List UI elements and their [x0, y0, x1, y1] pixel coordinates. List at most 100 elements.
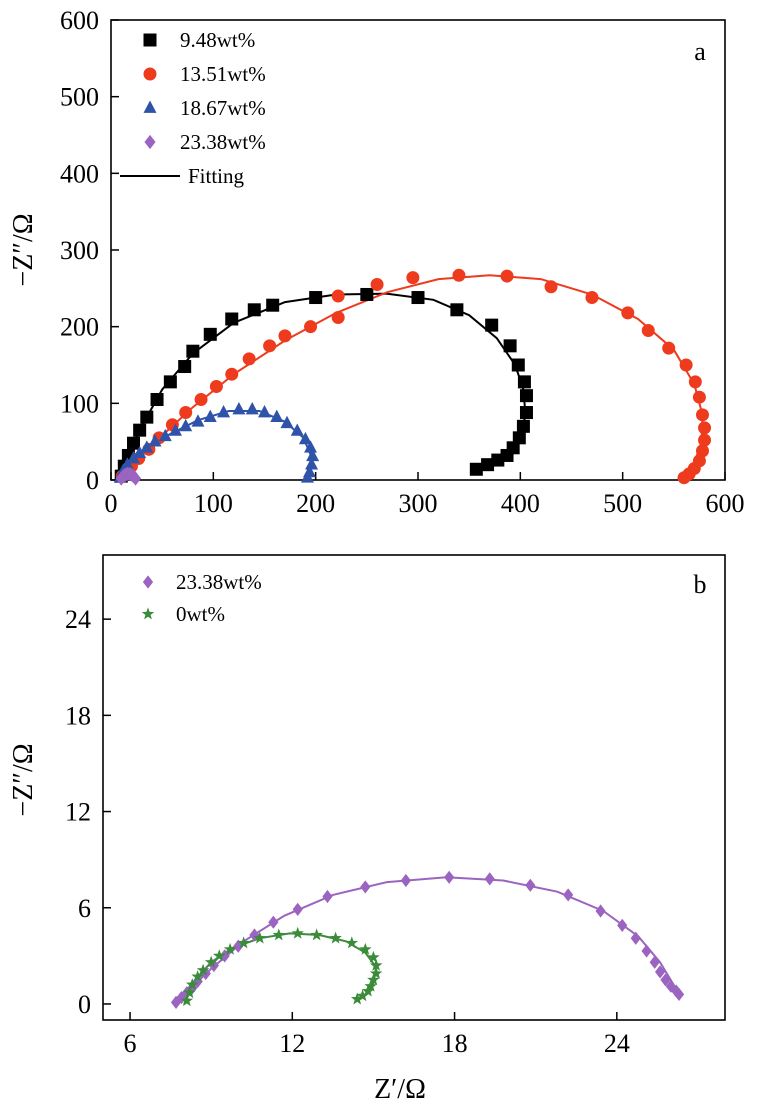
- legend-label: 23.38wt%: [176, 570, 262, 594]
- data-point: [500, 269, 514, 283]
- data-point: [140, 410, 154, 424]
- y-tick-label: 24: [65, 605, 91, 634]
- data-point: [191, 414, 205, 427]
- data-point: [360, 880, 371, 894]
- data-point: [191, 970, 204, 983]
- data-point: [692, 390, 706, 404]
- legend-label: 9.48wt%: [180, 28, 255, 52]
- data-point: [278, 329, 292, 343]
- data-point: [411, 291, 425, 305]
- data-point: [329, 931, 342, 944]
- data-point: [247, 303, 261, 317]
- data-point: [677, 471, 691, 485]
- data-point: [519, 406, 533, 420]
- data-point: [133, 445, 147, 459]
- data-point: [484, 872, 495, 886]
- data-point: [306, 448, 320, 462]
- data-point: [310, 928, 323, 941]
- data-point: [150, 393, 164, 406]
- data-point: [272, 928, 286, 941]
- data-point: [503, 339, 517, 353]
- data-point: [253, 931, 267, 944]
- x-tick-label: 24: [604, 1029, 630, 1058]
- data-point: [268, 915, 279, 929]
- data-point: [304, 320, 318, 334]
- data-point: [662, 341, 676, 355]
- data-point: [491, 453, 505, 467]
- ticks-b: 6 12 18 24 0 6 12 18 24: [65, 605, 630, 1058]
- x-axis-title-b: Z′/Ω: [374, 1074, 426, 1105]
- data-point: [331, 310, 345, 324]
- data-point: [196, 963, 210, 976]
- x-tick-label: 300: [399, 489, 438, 518]
- data-point: [641, 324, 655, 337]
- data-point: [263, 339, 277, 353]
- data-point: [258, 405, 271, 418]
- data-point: [660, 973, 671, 987]
- data-point: [595, 904, 606, 918]
- y-tick-label: 400: [60, 159, 99, 188]
- data-point: [233, 939, 244, 953]
- y-tick-label: 100: [60, 389, 99, 418]
- fit-curves-b: [172, 876, 680, 1005]
- data-point: [525, 878, 536, 892]
- data-point: [563, 888, 574, 902]
- data-point: [617, 918, 628, 932]
- legend-a: 9.48wt% 13.51wt% 18.67wt% 23.38wt% Fitting: [120, 28, 266, 188]
- data-point: [232, 401, 246, 415]
- data-point: [158, 428, 172, 442]
- y-tick-label: 500: [60, 83, 99, 112]
- data-point: [649, 955, 660, 969]
- data-point: [641, 944, 652, 958]
- data-point: [291, 926, 304, 939]
- data-point: [544, 280, 558, 294]
- data-point: [485, 318, 499, 332]
- panel-a: 0 100 200 300 400 500 600 0 100 200 300 400 500 600 a…: [8, 6, 745, 518]
- data-point: [127, 436, 141, 450]
- legend-fit-label: Fitting: [188, 164, 245, 188]
- data-point: [331, 289, 345, 303]
- data-point: [298, 431, 312, 445]
- legend-marker: [143, 100, 157, 113]
- data-point: [345, 936, 359, 949]
- data-point: [186, 344, 200, 358]
- x-tick-label: 500: [603, 489, 642, 518]
- data-point: [270, 409, 284, 423]
- data-point: [450, 303, 464, 317]
- x-tick-label: 200: [296, 489, 335, 518]
- x-tick-label: 100: [194, 489, 233, 518]
- data-point: [168, 423, 182, 436]
- data-point: [217, 405, 231, 418]
- x-tick-label: 12: [279, 1029, 305, 1058]
- data-point: [630, 931, 641, 945]
- data-point: [671, 984, 682, 998]
- fit-curve-13.51wt%: [118, 274, 704, 481]
- data-point: [452, 268, 466, 282]
- data-point: [665, 979, 677, 993]
- x-tick-label: 6: [124, 1029, 137, 1058]
- data-point: [367, 973, 380, 986]
- data-point: [469, 462, 483, 476]
- data-point: [209, 379, 223, 393]
- data-point: [133, 423, 147, 437]
- data-point: [179, 418, 193, 432]
- data-point: [183, 986, 196, 999]
- data-point: [185, 978, 199, 991]
- data-point: [364, 979, 378, 992]
- data-point: [178, 360, 192, 374]
- data-point: [698, 433, 712, 447]
- ticks-a: 0 100 200 300 400 500 600 0 100 200 300 400 500 600: [60, 6, 745, 518]
- data-point: [369, 966, 383, 979]
- data-point: [305, 457, 319, 470]
- data-point: [292, 902, 303, 916]
- legend-marker: [143, 67, 157, 81]
- data-point: [163, 375, 177, 389]
- data-points-a: [113, 268, 712, 486]
- y-tick-label: 200: [60, 313, 99, 342]
- data-point: [698, 421, 712, 435]
- data-point: [225, 312, 239, 326]
- x-tick-label: 18: [442, 1029, 468, 1058]
- data-point: [322, 889, 333, 904]
- plot-frame-a: [110, 19, 726, 481]
- fit-curves-a: [118, 274, 704, 481]
